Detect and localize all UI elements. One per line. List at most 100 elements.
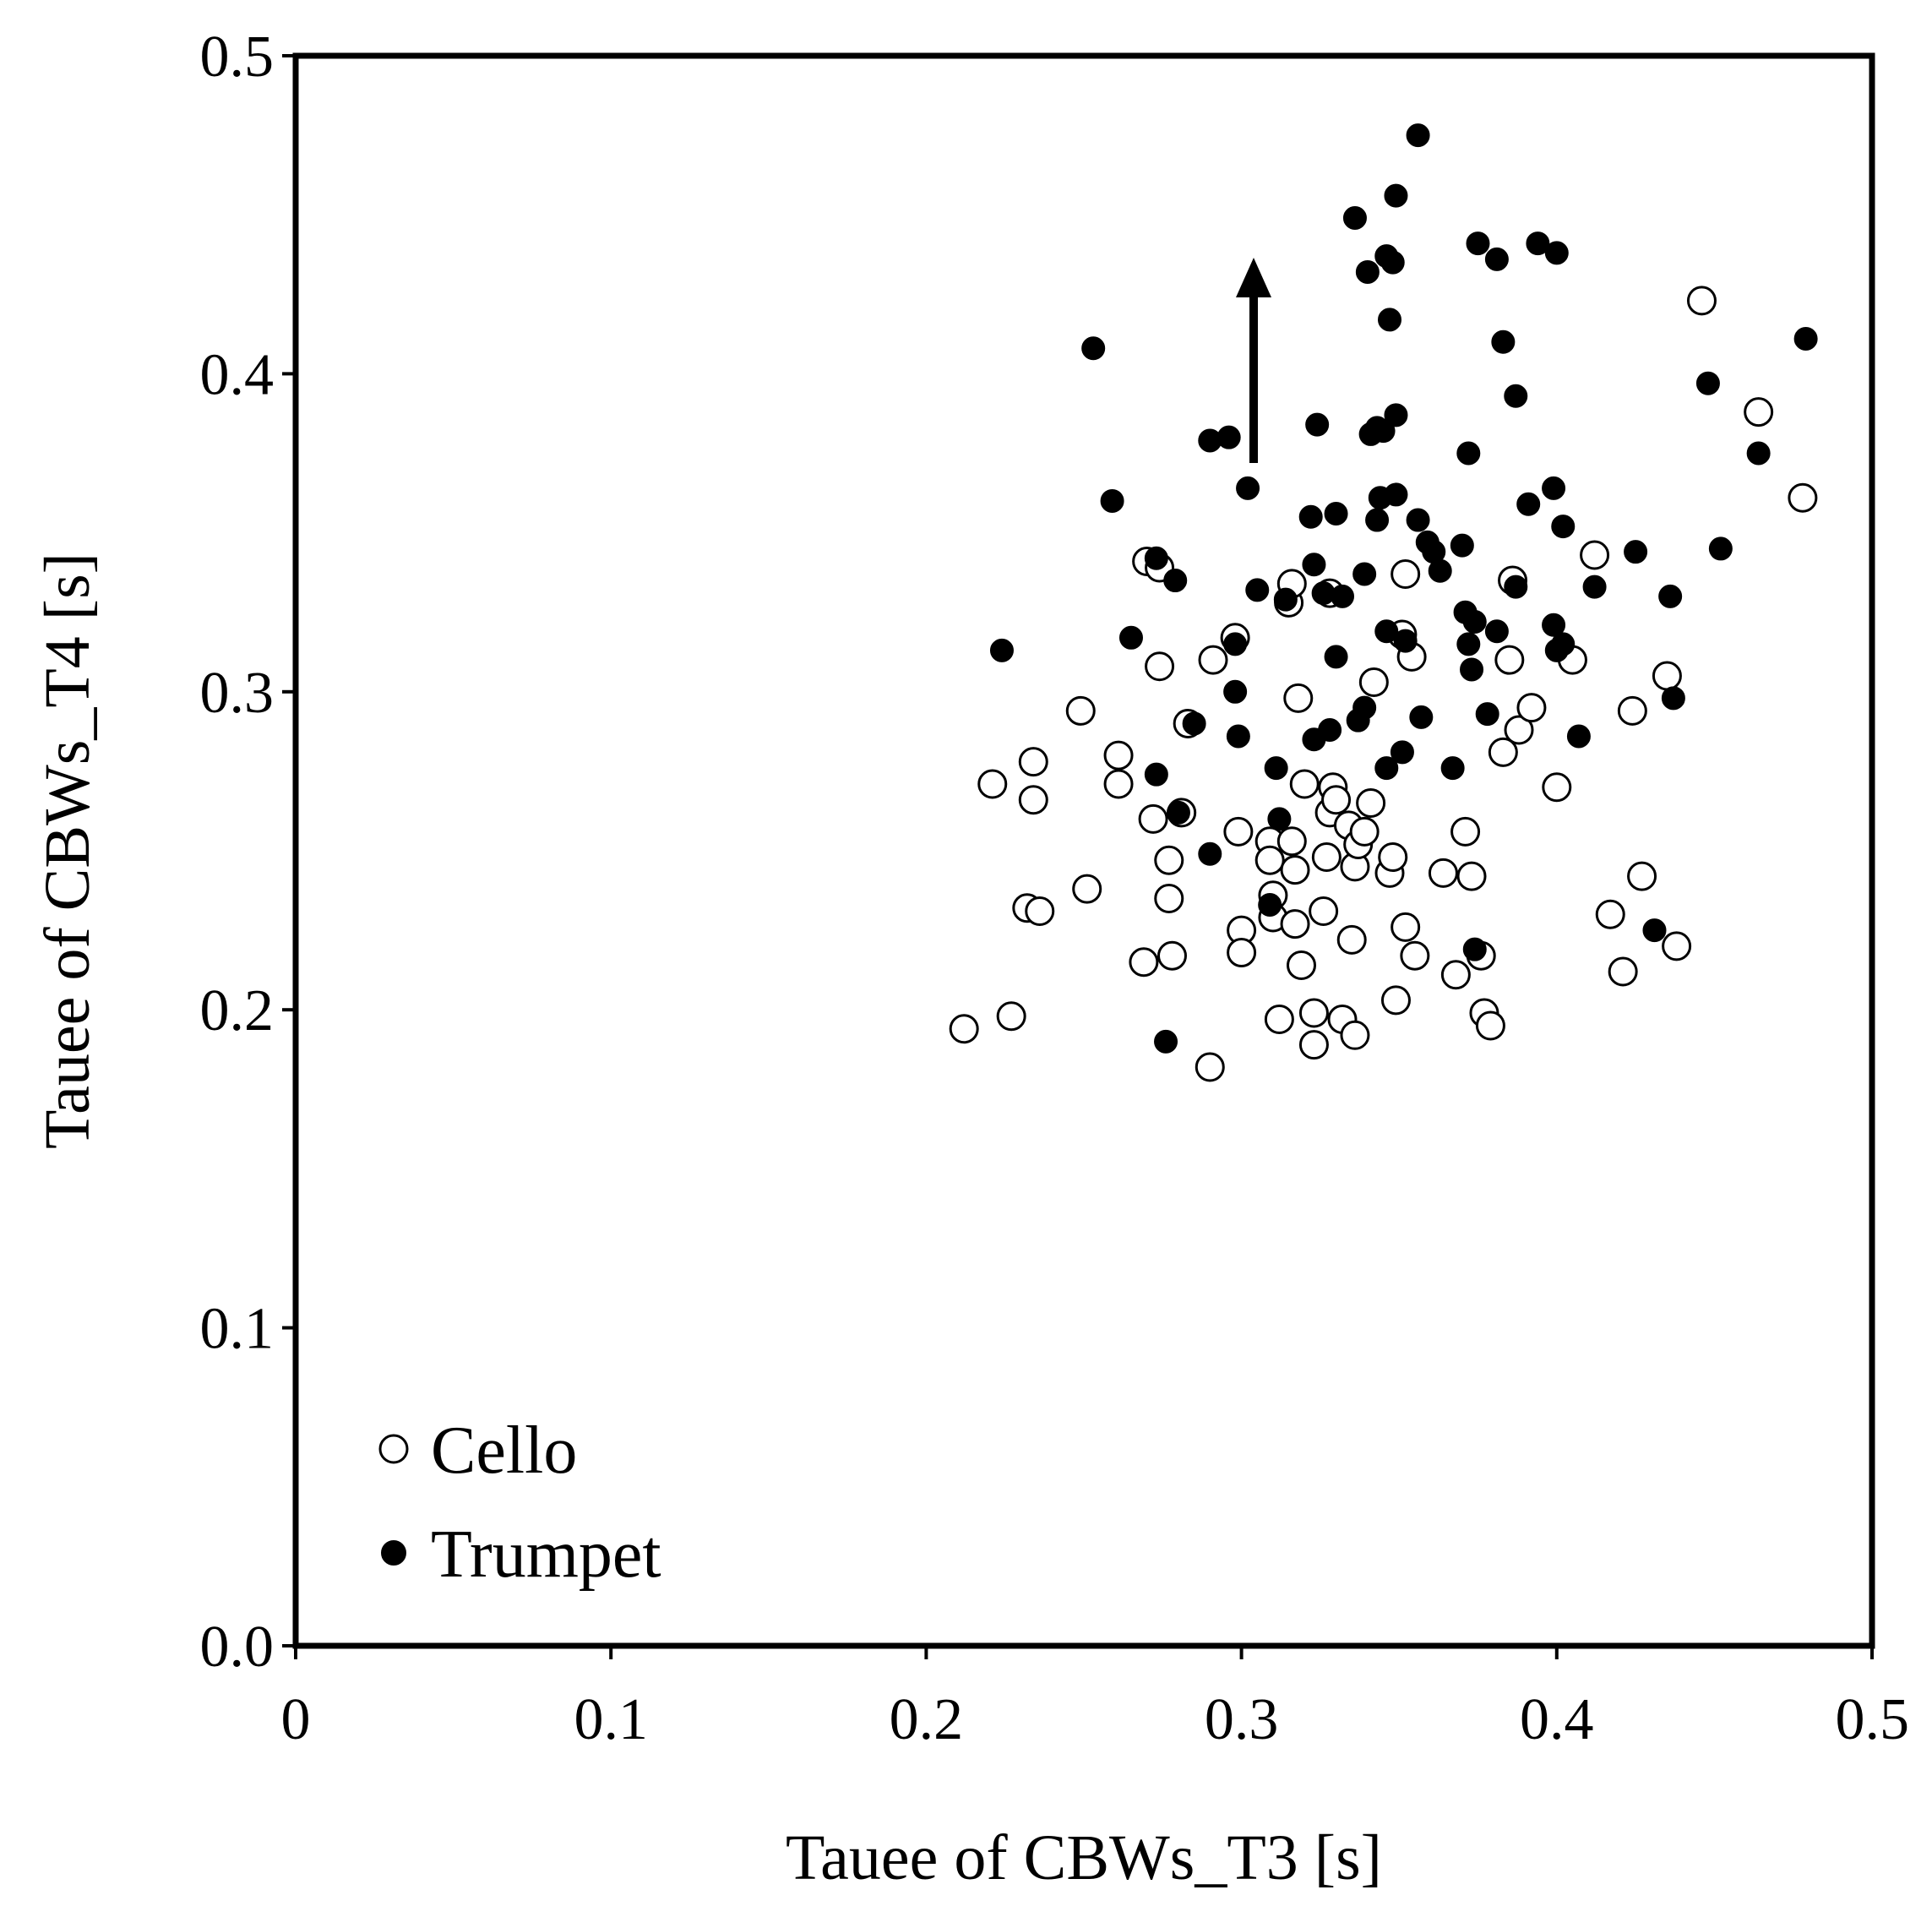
x-axis-ticks: 0 0.1 0.2 0.3 0.4 0.5 (281, 1646, 1910, 1752)
cello-point (1380, 985, 1411, 1016)
trumpet-point (1642, 918, 1667, 943)
trumpet-point (1352, 562, 1377, 586)
trumpet-series (989, 123, 1818, 1054)
x-tick-label: 0.3 (1205, 1687, 1279, 1752)
trumpet-point (1273, 587, 1298, 612)
trumpet-point (1216, 425, 1241, 449)
cello-point (949, 1014, 979, 1044)
cello-point (1138, 803, 1168, 834)
cello-series (949, 286, 1818, 1082)
trumpet-point (1331, 584, 1355, 608)
trumpet-point (1374, 756, 1399, 781)
trumpet-point (1456, 441, 1481, 466)
cello-point (1018, 747, 1048, 777)
cello-point (1390, 912, 1421, 942)
cello-point (1456, 861, 1487, 891)
trumpet-point (1226, 724, 1250, 749)
trumpet-point (1526, 231, 1550, 256)
cello-point (1617, 695, 1647, 726)
annotation-arrow (1236, 258, 1271, 463)
x-tick-label: 0 (281, 1687, 311, 1752)
trumpet-point (1504, 384, 1528, 408)
cello-point (1378, 842, 1408, 873)
trumpet-point (989, 638, 1014, 662)
trumpet-point (1384, 482, 1408, 507)
cello-point (1154, 845, 1184, 875)
trumpet-point (1661, 686, 1685, 711)
legend: Cello Trumpet (378, 1413, 661, 1592)
cello-point (1198, 645, 1228, 675)
trumpet-point (1450, 533, 1474, 558)
cello-point (977, 769, 1008, 799)
y-axis-title: Tauee of CBWs_T4 [s] (32, 553, 103, 1149)
trumpet-point (1223, 679, 1248, 704)
axis-lines (286, 56, 1872, 1654)
cello-point (1280, 855, 1310, 885)
x-tick-label: 0.1 (574, 1687, 648, 1752)
trumpet-point (1393, 629, 1418, 653)
cello-point (1264, 1004, 1294, 1034)
trumpet-point (1456, 632, 1481, 656)
trumpet-point (1516, 492, 1541, 516)
plot-area (292, 52, 1875, 1649)
cello-point (1340, 1020, 1370, 1050)
trumpet-point (1658, 584, 1683, 608)
cello-point (1254, 845, 1285, 875)
trumpet-point (1302, 553, 1326, 577)
y-axis-ticks: 0.0 0.1 0.2 0.3 0.4 0.5 (200, 25, 296, 1680)
trumpet-point (1406, 123, 1430, 148)
trumpet-point (1198, 841, 1222, 866)
trumpet-point (1551, 515, 1576, 539)
cello-point (1309, 896, 1339, 927)
y-tick-label: 0.1 (200, 1297, 275, 1362)
cello-point (1516, 693, 1547, 723)
trumpet-point (1460, 657, 1484, 682)
trumpet-point (1163, 569, 1188, 593)
cello-point (1283, 683, 1314, 713)
trumpet-point (1245, 578, 1270, 602)
trumpet-point (1708, 536, 1733, 561)
y-tick-label: 0.4 (200, 342, 275, 407)
trumpet-point (1384, 183, 1408, 208)
trumpet-point (1624, 540, 1648, 564)
x-tick-label: 0.5 (1836, 1687, 1910, 1752)
cello-point (1595, 899, 1625, 929)
cello-point (1311, 842, 1342, 873)
cello-point (1103, 769, 1134, 799)
cello-point (1195, 1052, 1225, 1082)
trumpet-point (1324, 502, 1348, 526)
cello-point (1145, 651, 1175, 682)
trumpet-point (1371, 419, 1396, 444)
trumpet-point (1166, 800, 1190, 825)
trumpet-point (1342, 205, 1367, 230)
trumpet-point (1793, 326, 1818, 351)
y-tick-label: 0.0 (200, 1615, 275, 1680)
cello-point (1627, 861, 1657, 891)
trumpet-point (1258, 892, 1282, 917)
cello-point (1154, 883, 1184, 913)
trumpet-point (1466, 231, 1490, 256)
cello-point (1662, 931, 1692, 961)
trumpet-point (1544, 241, 1569, 265)
trumpet-point (1462, 609, 1487, 634)
cello-point (1287, 950, 1317, 981)
cello-point (1349, 816, 1380, 847)
trumpet-point (1318, 717, 1342, 742)
y-tick-label: 0.5 (200, 25, 275, 90)
legend-label-trumpet: Trumpet (431, 1517, 661, 1592)
x-axis-title: Tauee of CBWs_T3 [s] (786, 1822, 1382, 1893)
cello-point (1280, 909, 1310, 939)
cello-point (1103, 740, 1134, 771)
cello-point (1227, 937, 1257, 967)
cello-point (1018, 785, 1048, 815)
cello-point (1744, 397, 1774, 428)
trumpet-point (1551, 632, 1576, 656)
trumpet-point (1582, 575, 1607, 599)
trumpet-point (1428, 558, 1452, 583)
cello-point (1475, 1010, 1505, 1041)
cello-point (1686, 286, 1717, 316)
trumpet-point (1378, 308, 1402, 332)
trumpet-point (1695, 371, 1720, 395)
cello-point (1450, 816, 1481, 847)
